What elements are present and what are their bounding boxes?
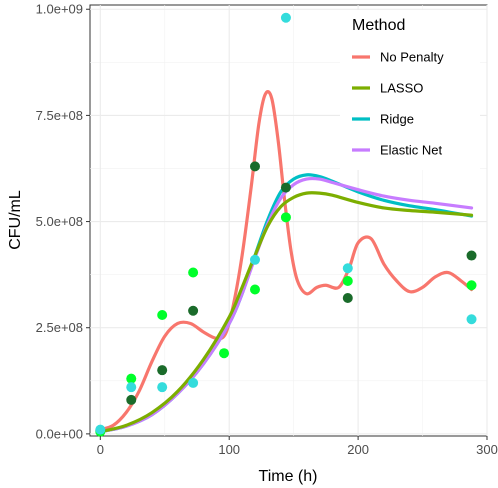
series-line-lasso — [98, 191, 474, 434]
data-point — [157, 365, 168, 376]
data-point — [126, 373, 137, 384]
legend-items: No Penalty LASSO Ridge Elastic Net — [350, 47, 444, 160]
x-tick-label: 300 — [476, 442, 498, 457]
data-point — [126, 394, 137, 405]
x-axis-title: Time (h) — [259, 468, 318, 485]
legend: Method No Penalty LASSO Ridge Elastic Net — [340, 10, 480, 170]
data-point — [342, 276, 353, 287]
data-point — [157, 309, 168, 320]
data-point — [219, 348, 230, 359]
y-tick-label: 5.0e+08 — [36, 214, 83, 229]
data-point — [126, 382, 137, 393]
y-tick-label: 2.5e+08 — [36, 320, 83, 335]
y-tick-label: 7.5e+08 — [36, 108, 83, 123]
data-point — [466, 314, 477, 325]
data-point — [95, 424, 106, 435]
x-tick-labels: 0 100 200 300 — [97, 442, 498, 457]
data-point — [280, 182, 291, 193]
data-point — [342, 263, 353, 274]
x-tick-label: 100 — [218, 442, 240, 457]
legend-label-lasso: LASSO — [380, 81, 423, 96]
legend-title: Method — [352, 17, 405, 34]
data-point — [466, 280, 477, 291]
y-tick-label: 0.0e+00 — [36, 426, 83, 441]
data-point — [188, 305, 199, 316]
data-point — [249, 284, 260, 295]
y-axis-title: CFU/mL — [7, 190, 24, 250]
axis-ticks — [86, 8, 488, 440]
x-tick-label: 200 — [347, 442, 369, 457]
data-point — [188, 267, 199, 278]
legend-label-elastic-net: Elastic Net — [380, 143, 443, 158]
data-point — [280, 12, 291, 23]
y-tick-labels: 0.0e+00 2.5e+08 5.0e+08 7.5e+08 1.0e+09 — [36, 2, 83, 442]
data-point — [188, 377, 199, 388]
data-point — [280, 212, 291, 223]
data-points — [95, 12, 477, 437]
data-point — [342, 292, 353, 303]
data-point — [157, 382, 168, 393]
legend-label-no-penalty: No Penalty — [380, 50, 444, 65]
series-lines — [98, 90, 474, 434]
data-point — [249, 161, 260, 172]
series-line-no-penalty — [98, 90, 474, 432]
y-tick-label: 1.0e+09 — [36, 2, 83, 17]
x-tick-label: 0 — [97, 442, 104, 457]
data-point — [249, 254, 260, 265]
data-point — [466, 250, 477, 261]
legend-label-ridge: Ridge — [380, 112, 414, 127]
